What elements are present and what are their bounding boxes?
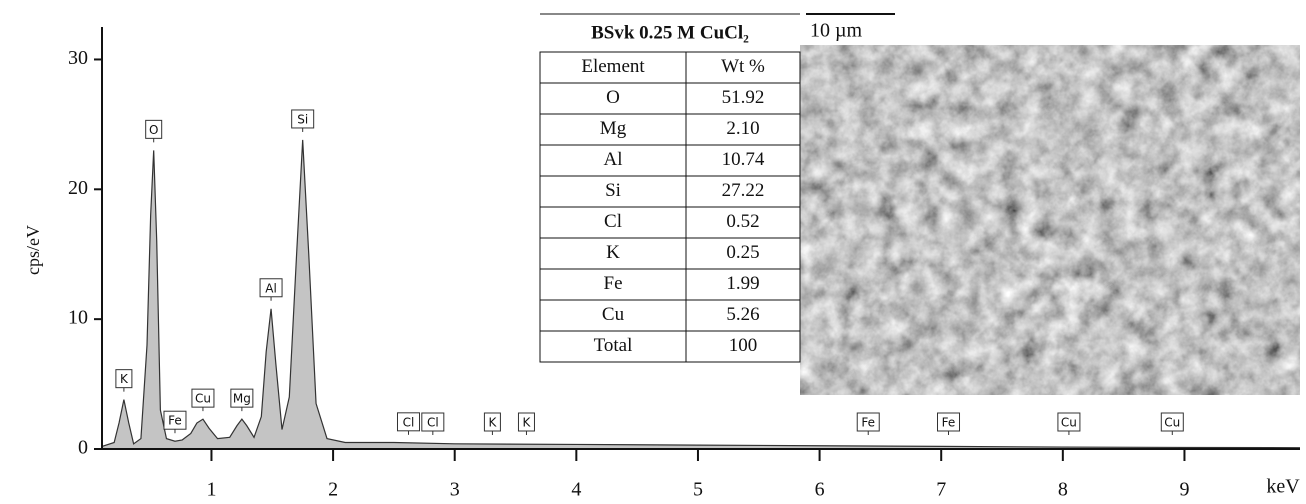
table-title: BSvk 0.25 M CuCl₂ — [591, 22, 749, 43]
x-tick-label: 6 — [815, 479, 825, 501]
x-tick-label: 4 — [571, 479, 581, 501]
table-cell: 5.26 — [726, 304, 759, 325]
x-tick-label: 8 — [1058, 479, 1068, 501]
scale-bar-label: 10 µm — [810, 20, 863, 42]
table-cell: 1.99 — [726, 273, 759, 294]
table-cell: 27.22 — [722, 180, 765, 201]
peak-label: Fe — [861, 416, 875, 430]
table-cell: 100 — [729, 335, 758, 356]
table-cell: 0.25 — [726, 242, 759, 263]
peak-label: O — [149, 123, 158, 137]
sem-texture — [800, 45, 1300, 395]
x-tick-label: 5 — [693, 479, 703, 501]
x-axis-label: keV — [1266, 476, 1300, 498]
peak-label: K — [523, 416, 532, 430]
composition-table: BSvk 0.25 M CuCl₂ Element Wt % O 51.92 Mg 2.10… — [540, 14, 800, 362]
y-tick-label: 30 — [68, 47, 88, 69]
y-tick-label: 10 — [68, 307, 88, 329]
table-cell: Si — [605, 180, 621, 201]
x-tick-label: 1 — [206, 479, 216, 501]
table-header: Element — [581, 56, 645, 77]
peak-label: K — [120, 372, 129, 386]
y-tick-label: 20 — [68, 177, 88, 199]
x-tick-label: 9 — [1179, 479, 1189, 501]
peak-label: Al — [265, 281, 277, 295]
x-tick-label: 2 — [328, 479, 338, 501]
peak-label: Mg — [233, 392, 251, 406]
peak-label: Cu — [1061, 416, 1077, 430]
peak-label: Cu — [1164, 416, 1180, 430]
x-tick-label: 3 — [450, 479, 460, 501]
table-cell: Cl — [604, 211, 622, 232]
table-cell: 10.74 — [722, 149, 765, 170]
table-cell: Fe — [604, 273, 623, 294]
y-axis-label: cps/eV — [23, 225, 43, 275]
peak-label: Cl — [403, 415, 415, 429]
figure: 10 µm BSvk 0.25 M CuCl₂ Element Wt % O 51.92… — [0, 0, 1306, 504]
table-cell: Al — [604, 149, 623, 170]
table-cell: 0.52 — [726, 211, 759, 232]
peak-label: K — [488, 416, 497, 430]
table-cell: K — [606, 242, 620, 263]
peak-label: Fe — [942, 416, 956, 430]
peak-label: Fe — [168, 414, 182, 428]
table-cell: Mg — [600, 118, 627, 139]
x-tick-label: 7 — [936, 479, 946, 501]
y-tick-label: 0 — [78, 437, 88, 459]
peak-label: Si — [297, 112, 308, 126]
table-header: Wt % — [721, 56, 765, 77]
peak-label: Cu — [195, 392, 211, 406]
peak-label: Cl — [427, 416, 439, 430]
table-cell: O — [606, 87, 620, 108]
table-cell: Cu — [602, 304, 625, 325]
table-cell: 51.92 — [722, 87, 765, 108]
table-cell: 2.10 — [726, 118, 759, 139]
table-cell: Total — [594, 335, 633, 356]
